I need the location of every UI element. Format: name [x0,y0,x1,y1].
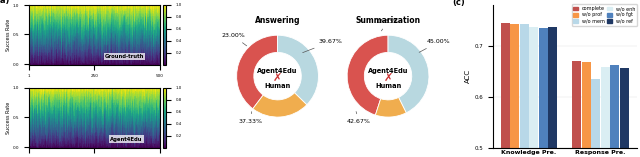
Bar [572,61,581,157]
Text: Agent4Edu: Agent4Edu [257,68,298,74]
Text: 12.33%: 12.33% [376,19,399,31]
Title: Summarization: Summarization [355,16,420,25]
Bar [611,65,620,157]
Bar [539,28,548,157]
Bar [529,27,538,157]
Bar [620,68,629,157]
Wedge shape [278,35,319,105]
Y-axis label: Success Rate: Success Rate [6,19,11,51]
Title: Answering: Answering [255,16,300,25]
Text: 42.67%: 42.67% [347,111,371,124]
Wedge shape [347,35,388,115]
Text: Agent4Edu: Agent4Edu [368,68,408,74]
Wedge shape [376,97,406,117]
Y-axis label: Success Rate: Success Rate [6,101,11,134]
Text: 37.33%: 37.33% [239,112,262,124]
Text: Human: Human [375,83,401,89]
Text: ✗: ✗ [273,73,282,83]
Bar [520,24,529,157]
Bar [601,68,610,157]
Wedge shape [388,35,429,113]
Bar [510,24,519,157]
Bar [500,23,509,157]
Wedge shape [237,35,278,109]
Wedge shape [253,93,307,117]
Text: 45.00%: 45.00% [419,39,451,52]
Bar [548,27,557,157]
Text: (a): (a) [0,0,10,5]
Legend: complete, w/o prof, w/o mem, w/o enh, w/o fgt, w/o ref: complete, w/o prof, w/o mem, w/o enh, w/… [572,4,637,26]
Text: (c): (c) [452,0,465,7]
Text: 23.00%: 23.00% [221,33,246,46]
Text: Ground-truth: Ground-truth [105,54,144,59]
Text: ✗: ✗ [383,73,393,83]
Bar [582,62,591,157]
Text: Agent4Edu: Agent4Edu [110,137,143,142]
Bar [591,79,600,157]
Y-axis label: ACC: ACC [465,69,472,83]
Text: Human: Human [264,83,291,89]
Text: 39.67%: 39.67% [303,39,342,53]
